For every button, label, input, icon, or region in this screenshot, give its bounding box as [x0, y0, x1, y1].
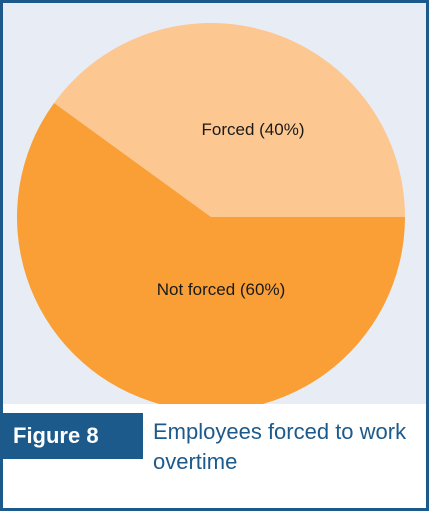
pie-chart: Forced (40%) Not forced (60%) [17, 23, 405, 404]
figure-number-badge: Figure 8 [3, 413, 143, 459]
pie-slice-not-forced [17, 102, 405, 404]
figure-title: Employees forced to work overtime [153, 419, 407, 474]
figure-caption: Figure 8 Employees forced to work overti… [3, 413, 426, 508]
pie-label-forced: Forced (40%) [202, 120, 305, 139]
pie-label-not-forced: Not forced (60%) [157, 280, 286, 299]
chart-area: Forced (40%) Not forced (60%) [3, 3, 426, 404]
pie-slice-forced [54, 23, 405, 217]
